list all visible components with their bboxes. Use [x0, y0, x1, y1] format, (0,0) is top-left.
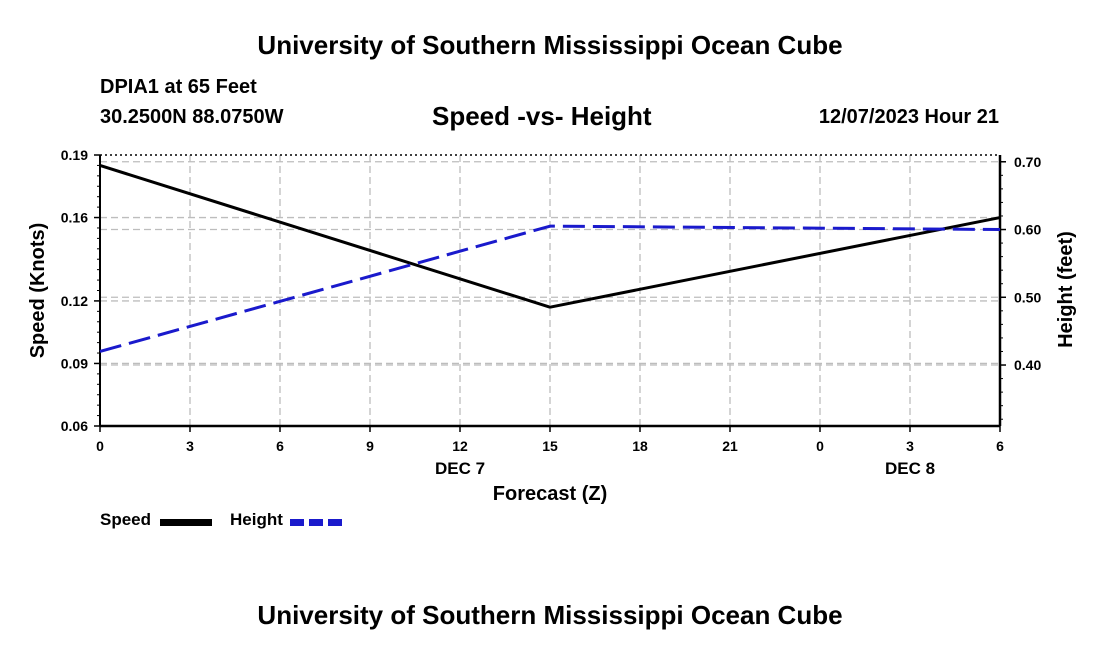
- y-tick-label: 0.12: [61, 293, 88, 309]
- y2-tick-label: 0.70: [1014, 154, 1041, 170]
- x-tick-label: 6: [276, 438, 284, 454]
- x-tick-label: 3: [186, 438, 194, 454]
- y-tick-label: 0.06: [61, 418, 88, 434]
- height-series-line: [99, 224, 1001, 353]
- page-title: University of Southern Mississippi Ocean…: [257, 30, 843, 60]
- legend-height-swatch: [290, 519, 342, 526]
- x-tick-label: 3: [906, 438, 914, 454]
- x-tick-label: 0: [96, 438, 104, 454]
- y2-tick-label: 0.40: [1014, 357, 1041, 373]
- station-name: DPIA1 at 65 Feet: [100, 76, 257, 98]
- y-tick-label: 0.09: [61, 355, 88, 371]
- x-tick-label: 9: [366, 438, 374, 454]
- legend-speed-swatch: [160, 519, 212, 526]
- y2-tick-label: 0.60: [1014, 222, 1041, 238]
- chart-title: Speed -vs- Height: [432, 101, 652, 131]
- x-tick-label: 0: [816, 438, 824, 454]
- footer-title: University of Southern Mississippi Ocean…: [257, 600, 843, 630]
- x-tick-label: 12: [452, 438, 468, 454]
- y-tick-label: 0.19: [61, 147, 88, 163]
- y2-axis-label: Height (feet): [1055, 231, 1077, 348]
- forecast-datetime: 12/07/2023 Hour 21: [818, 106, 999, 128]
- x-tick-label: 15: [542, 438, 558, 454]
- y2-tick-label: 0.50: [1014, 289, 1041, 305]
- y-tick-label: 0.16: [61, 210, 88, 226]
- x-tick-label: 6: [996, 438, 1004, 454]
- date-label: DEC 7: [435, 459, 485, 478]
- legend-height-label: Height: [230, 510, 283, 529]
- x-tick-label: 21: [722, 438, 738, 454]
- speed-height-chart: 0 3 6 9 12 15 18 21 0 3 6 0.06 0.09 0.12 0.16 0.19 0.40 0…: [27, 147, 1077, 505]
- station-coordinates: 30.2500N 88.0750W: [100, 106, 284, 128]
- x-axis-label: Forecast (Z): [493, 483, 607, 505]
- date-label: DEC 8: [885, 459, 935, 478]
- x-tick-label: 18: [632, 438, 648, 454]
- speed-series-line: [99, 163, 1001, 309]
- y-axis-label: Speed (Knots): [27, 223, 49, 359]
- legend-speed-label: Speed: [100, 510, 152, 529]
